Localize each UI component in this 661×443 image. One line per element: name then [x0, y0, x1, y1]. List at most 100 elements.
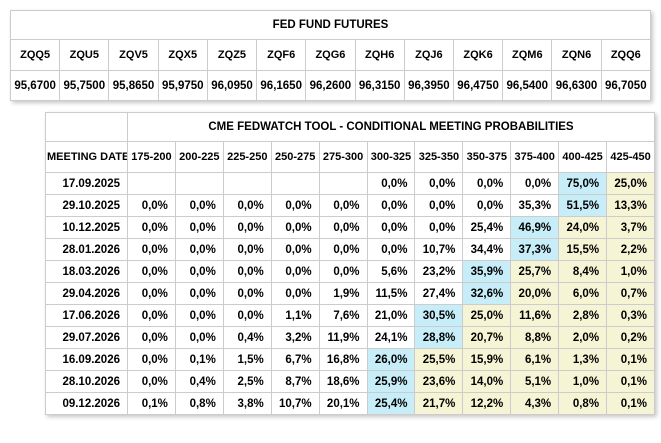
- fedwatch-title-row: CME FEDWATCH TOOL - CONDITIONAL MEETING …: [45, 112, 655, 142]
- probability-cell: 1,0%: [558, 370, 608, 393]
- probability-cell: 0,0%: [270, 260, 320, 283]
- futures-price-cell: 96,0950: [206, 70, 258, 101]
- fedwatch-table-title: CME FEDWATCH TOOL - CONDITIONAL MEETING …: [127, 112, 655, 142]
- probability-cell: 0,0%: [174, 260, 224, 283]
- probability-cell: 0,0%: [174, 282, 224, 305]
- probability-cell: [318, 172, 368, 195]
- probability-cell: 0,0%: [318, 194, 368, 217]
- probability-cell: 0,3%: [606, 304, 655, 327]
- probability-cell: 0,0%: [174, 194, 224, 217]
- rate-range-header: 400-425: [558, 141, 608, 173]
- futures-price-cell: 96,5400: [502, 70, 553, 101]
- probability-cell: 0,0%: [222, 238, 272, 261]
- meeting-date-cell: 28.10.2026: [45, 370, 128, 393]
- probability-cell: 20,1%: [318, 392, 368, 415]
- meeting-date-cell: 28.01.2026: [45, 238, 128, 261]
- meeting-row: 18.03.2026 0,0% 0,0% 0,0% 0,0% 0,0% 5,6% 23,2% 3…: [45, 260, 655, 283]
- probability-cell: 0,0%: [127, 326, 176, 349]
- futures-price-cell: 95,9750: [157, 70, 208, 101]
- meeting-row: 17.09.2025 0,0% 0,0% 0,0% 0,0% 75,0% 25,0%: [45, 172, 655, 195]
- futures-contract-header: ZQH6: [354, 39, 405, 71]
- probability-cell: 0,1%: [606, 370, 655, 393]
- probability-cell: 0,0%: [127, 216, 176, 239]
- futures-contract-header: ZQQ5: [9, 39, 61, 71]
- probability-cell: 0,0%: [366, 172, 416, 195]
- futures-contract-header: ZQM6: [502, 39, 553, 71]
- fedwatch-header-row: MEETING DATE 175-200 200-225 225-250 250-27…: [45, 141, 655, 173]
- probability-cell: 46,9%: [510, 216, 560, 239]
- futures-contract-header: ZQX5: [157, 39, 208, 71]
- futures-codes-row: ZQQ5 ZQU5 ZQV5 ZQX5 ZQZ5 ZQF6 ZQG6 ZQH6 ZQJ6 ZQK6…: [9, 39, 652, 71]
- probability-cell: 18,6%: [318, 370, 368, 393]
- probability-cell: 0,0%: [222, 282, 272, 305]
- probability-cell: 25,0%: [462, 304, 512, 327]
- meeting-date-cell: 29.07.2026: [45, 326, 128, 349]
- meeting-date-cell: 29.04.2026: [45, 282, 128, 305]
- futures-price-cell: 96,3150: [354, 70, 405, 101]
- probability-cell: 23,2%: [414, 260, 464, 283]
- probability-cell: 0,0%: [222, 260, 272, 283]
- probability-cell: 10,7%: [414, 238, 464, 261]
- probability-cell: 35,3%: [510, 194, 560, 217]
- probability-cell: 26,0%: [366, 348, 416, 371]
- probability-cell: 30,5%: [414, 304, 464, 327]
- probability-cell: 0,0%: [174, 326, 224, 349]
- probability-cell: 2,5%: [222, 370, 272, 393]
- rate-range-header: 350-375: [462, 141, 512, 173]
- probability-cell: 21,0%: [366, 304, 416, 327]
- probability-cell: 6,7%: [270, 348, 320, 371]
- probability-cell: 11,9%: [318, 326, 368, 349]
- probability-cell: 0,1%: [127, 392, 176, 415]
- futures-price-cell: 96,1650: [256, 70, 307, 101]
- probability-cell: 0,0%: [270, 282, 320, 305]
- probability-cell: 8,4%: [558, 260, 608, 283]
- meeting-row: 09.12.2026 0,1% 0,8% 3,8% 10,7% 20,1% 25,4% 21,…: [45, 392, 655, 415]
- probability-cell: 0,0%: [270, 194, 320, 217]
- probability-cell: 13,3%: [606, 194, 655, 217]
- probability-cell: 20,0%: [510, 282, 560, 305]
- probability-cell: 0,0%: [318, 260, 368, 283]
- probability-cell: 0,0%: [127, 304, 176, 327]
- probability-cell: 11,6%: [510, 304, 560, 327]
- fed-fund-futures-table: FED FUND FUTURES ZQQ5 ZQU5 ZQV5 ZQX5 ZQZ5 ZQF…: [9, 10, 652, 101]
- probability-cell: 15,5%: [558, 238, 608, 261]
- fedwatch-probabilities-table: CME FEDWATCH TOOL - CONDITIONAL MEETING …: [45, 112, 655, 415]
- probability-cell: 1,5%: [222, 348, 272, 371]
- probability-cell: 0,0%: [366, 238, 416, 261]
- rate-range-header: 425-450: [606, 141, 655, 173]
- probability-cell: 21,7%: [414, 392, 464, 415]
- probability-cell: 0,0%: [510, 172, 560, 195]
- probability-cell: 0,0%: [414, 172, 464, 195]
- meeting-date-cell: 09.12.2026: [45, 392, 128, 415]
- probability-cell: 4,3%: [510, 392, 560, 415]
- probability-cell: 0,0%: [127, 370, 176, 393]
- probability-cell: 0,0%: [366, 216, 416, 239]
- probability-cell: 1,1%: [270, 304, 320, 327]
- probability-cell: 28,8%: [414, 326, 464, 349]
- probability-cell: 0,0%: [174, 216, 224, 239]
- probability-cell: 0,1%: [606, 348, 655, 371]
- probability-cell: 51,5%: [558, 194, 608, 217]
- probability-cell: 3,8%: [222, 392, 272, 415]
- probability-cell: 3,7%: [606, 216, 655, 239]
- probability-cell: 6,1%: [510, 348, 560, 371]
- probability-cell: 0,0%: [222, 194, 272, 217]
- probability-cell: 10,7%: [270, 392, 320, 415]
- meeting-row: 28.10.2026 0,0% 0,4% 2,5% 8,7% 18,6% 25,9% 23,6…: [45, 370, 655, 393]
- futures-contract-header: ZQG6: [305, 39, 356, 71]
- probability-cell: 0,0%: [127, 238, 176, 261]
- fedwatch-corner-cell: [45, 112, 128, 142]
- meeting-row: 29.04.2026 0,0% 0,0% 0,0% 0,0% 1,9% 11,5% 27,4%…: [45, 282, 655, 305]
- probability-cell: 27,4%: [414, 282, 464, 305]
- probability-cell: 0,4%: [174, 370, 224, 393]
- probability-cell: 25,0%: [606, 172, 655, 195]
- futures-price-cell: 95,8650: [108, 70, 159, 101]
- meeting-row: 17.06.2026 0,0% 0,0% 0,0% 1,1% 7,6% 21,0% 30,5%…: [45, 304, 655, 327]
- probability-cell: 34,4%: [462, 238, 512, 261]
- probability-cell: 0,2%: [606, 326, 655, 349]
- meeting-row: 10.12.2025 0,0% 0,0% 0,0% 0,0% 0,0% 0,0% 0,0% 25…: [45, 216, 655, 239]
- futures-price-cell: 95,6700: [9, 70, 61, 101]
- probability-cell: 15,9%: [462, 348, 512, 371]
- rate-range-header: 200-225: [174, 141, 224, 173]
- meeting-date-cell: 16.09.2026: [45, 348, 128, 371]
